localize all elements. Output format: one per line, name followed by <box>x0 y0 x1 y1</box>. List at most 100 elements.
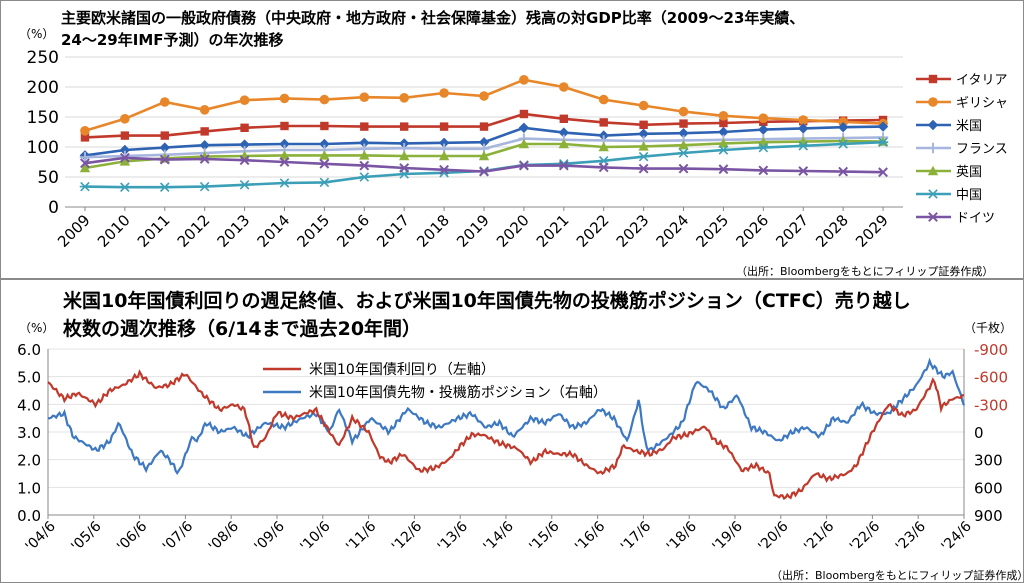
data-point <box>319 150 330 160</box>
x-tick-label: 2024 <box>653 211 693 251</box>
x-tick-label: '14/6 <box>481 518 517 554</box>
legend-marker <box>928 212 938 222</box>
chart-title-line-1: 米国10年国債利回りの週足終値、および米国10年国債先物の投機筋ポジション（CT… <box>63 290 911 312</box>
data-point <box>80 126 90 136</box>
data-point <box>479 91 489 101</box>
x-tick-label: '20/6 <box>755 518 791 554</box>
data-point <box>837 139 849 149</box>
left-y-tick-label: 1.0 <box>17 479 41 497</box>
data-point <box>79 152 91 163</box>
x-tick-label: '11/6 <box>343 518 379 554</box>
left-y-tick-label: 6.0 <box>17 341 41 359</box>
data-point <box>280 121 289 131</box>
series-3 <box>79 121 889 161</box>
data-point <box>678 148 689 158</box>
data-point <box>159 97 170 107</box>
data-point <box>478 137 490 148</box>
legend-label: フランス <box>956 142 1008 157</box>
data-point <box>119 152 130 163</box>
data-point <box>80 158 90 169</box>
data-point <box>718 164 729 175</box>
y-tick-label: 50 <box>37 168 59 188</box>
data-point <box>479 122 489 131</box>
data-point <box>598 162 609 173</box>
data-point <box>837 122 849 133</box>
data-point <box>199 154 210 164</box>
y-tick-label: 200 <box>27 78 59 98</box>
data-point <box>159 142 170 153</box>
data-point <box>599 118 608 127</box>
data-point <box>598 94 609 105</box>
data-point <box>399 163 410 173</box>
x-tick-label: 2023 <box>613 211 653 251</box>
x-tick-label: '13/6 <box>435 518 471 554</box>
x-tick-label: '22/6 <box>847 518 883 554</box>
x-tick-label: 2022 <box>573 211 613 251</box>
data-point <box>718 145 729 155</box>
x-tick-label: '10/6 <box>297 518 333 554</box>
data-point <box>558 127 570 138</box>
data-point <box>718 111 729 121</box>
data-point <box>279 138 290 150</box>
data-point <box>798 115 809 125</box>
y-tick-label: 0 <box>48 198 59 218</box>
data-point <box>239 180 250 190</box>
x-tick-label: 2026 <box>732 211 772 251</box>
y-tick-label: 150 <box>27 108 59 128</box>
data-point <box>598 141 609 152</box>
chart-source-note: （出所：Bloombergをもとにフィリップ証券作成） <box>771 569 1024 582</box>
right-y-tick-label: -900 <box>974 341 1008 359</box>
data-point <box>279 157 290 167</box>
legend-marker <box>927 165 939 176</box>
x-tick-label: '17/6 <box>618 518 654 554</box>
data-point <box>678 140 689 150</box>
data-point <box>200 127 209 136</box>
data-point <box>798 166 809 176</box>
left-y-tick-label: 2.0 <box>17 452 41 470</box>
x-tick-label: '08/6 <box>206 518 242 554</box>
legend-label: 中国 <box>956 188 982 203</box>
government-debt-chart-panel: 主要欧米諸国の一般政府債務（中央政府・地方政府・社会保障基金）残高の対GDP比率… <box>0 0 1024 279</box>
data-point <box>119 182 131 192</box>
data-point <box>319 138 330 150</box>
left-y-tick-label: 3.0 <box>17 424 41 442</box>
position-series-line <box>47 357 966 475</box>
legend-marker <box>927 119 939 131</box>
data-point <box>558 138 570 149</box>
data-point <box>279 178 290 188</box>
data-point <box>359 137 370 148</box>
data-point <box>678 163 689 174</box>
data-point <box>79 181 91 192</box>
x-tick-label: 2011 <box>134 211 174 251</box>
x-tick-label: 2010 <box>94 211 134 251</box>
right-y-tick-label: 600 <box>974 479 1003 497</box>
x-tick-label: 2019 <box>453 211 493 251</box>
x-tick-label: 2029 <box>852 211 892 251</box>
data-point <box>320 121 329 131</box>
x-tick-label: 2015 <box>293 211 333 251</box>
data-point <box>518 122 530 133</box>
data-point <box>638 128 649 139</box>
legend-label: ドイツ <box>956 211 995 226</box>
x-tick-label: 2021 <box>533 211 573 251</box>
y-tick-label: 100 <box>27 138 59 158</box>
right-y-tick-label: -600 <box>974 369 1008 387</box>
data-point <box>638 100 649 111</box>
chart-source-note: （出所：Bloombergをもとにフィリップ証券作成） <box>736 265 994 278</box>
data-point <box>119 156 131 166</box>
chart-title-line-2: 枚数の週次推移（6/14まで過去20年間） <box>63 318 422 340</box>
x-tick-label: '06/6 <box>114 518 150 554</box>
x-tick-label: '05/6 <box>68 518 104 554</box>
data-point <box>877 121 889 132</box>
y-unit-label: （%） <box>19 27 54 41</box>
data-point <box>439 164 450 175</box>
data-point <box>718 126 729 138</box>
legend-marker <box>927 142 939 154</box>
data-point <box>359 92 370 102</box>
data-point <box>120 114 130 124</box>
x-tick-label: '19/6 <box>710 518 746 554</box>
yield-position-line-chart: 0.0 1.0 2.0 3.0 4.0 5.0 6.0 -900 -600 -300 0 300 600… <box>17 320 1012 555</box>
x-tick-label: 2025 <box>693 211 733 251</box>
legend-marker <box>928 97 938 107</box>
